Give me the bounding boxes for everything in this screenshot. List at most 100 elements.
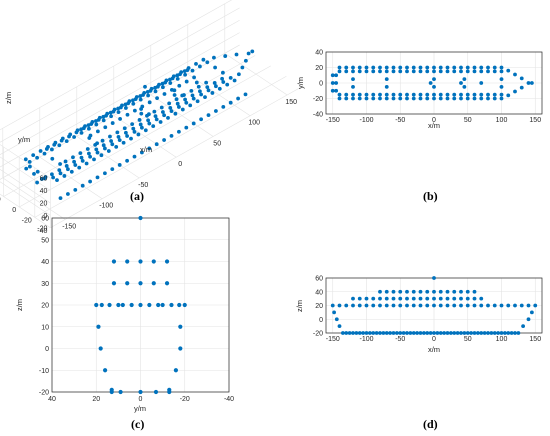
panel-d-point [384,289,389,294]
panel-a-point [145,113,149,118]
panel-c-point [151,281,156,286]
panel-a-point [182,93,186,97]
panel-a-point [32,171,36,176]
panel-d-point [455,331,460,335]
panel-a-point [117,138,122,143]
panel-a-point [93,142,98,147]
panel-a-point [110,167,115,172]
panel-c-point [167,389,172,395]
panel-b-point [452,96,457,101]
panel-a-point [131,101,136,106]
panel-a-point [125,112,130,117]
panel-a-point [138,94,143,98]
panel-d-point [351,296,355,301]
panel-a-point [138,97,143,102]
panel-a-point [162,113,167,118]
panel-b-x-tick: 100 [496,117,508,124]
panel-a-point [158,120,163,124]
panel-a-point [118,117,122,121]
panel-d-point [472,331,477,335]
panel-d-point [445,303,450,308]
panel-a-point [114,145,119,149]
panel-b-point [479,92,484,97]
panel-b-point [465,92,470,97]
panel-b-point [391,92,396,97]
panel-a-point [55,178,59,183]
panel-d-point [405,289,409,294]
panel-b-point [398,65,403,70]
panel-a-point [44,147,49,151]
panel-a-point [59,138,64,143]
panel-a-point [95,129,100,134]
panel-b-point [519,85,524,90]
panel-a-point [101,118,106,123]
panel-a-point [213,65,218,70]
panel-d-point [384,296,389,301]
panel-d-point [465,296,470,301]
panel-d-y-tick: 40 [315,289,323,296]
panel-b-point [330,73,335,78]
panel-d-x-axis-label: x/m [428,345,440,354]
panel-b-point [492,92,497,97]
panel-d-point [398,303,403,308]
panel-d-point [472,296,477,301]
panel-d-point [521,324,525,329]
panel-b-point [499,92,504,97]
panel-d-point [357,331,362,335]
panel-a-point [206,113,211,118]
panel-c-point [178,324,183,329]
panel-a-point [130,122,135,126]
panel-d-point [496,331,501,335]
panel-c-point [169,302,174,308]
panel-b-point [398,92,403,97]
panel-a-z-tick: -20 [37,225,47,232]
panel-c-x-axis-label: y/m [134,404,146,413]
panel-a-point [50,172,54,177]
panel-c-point [118,389,123,395]
panel-d-point [425,331,430,335]
panel-a-point [175,77,180,81]
panel-d-x-tick: 0 [432,336,436,343]
panel-d-point [432,296,436,301]
panel-b-point [479,96,484,101]
panel-a-point [103,171,107,176]
panel-b-x-tick: 0 [432,117,436,124]
panel-a-point [140,104,145,109]
panel-b-point [344,69,349,74]
panel-d-point [448,331,453,335]
panel-a-point [168,81,173,85]
panel-d-point [330,303,335,308]
panel-a-point [74,130,79,135]
panel-d-point [459,296,463,301]
panel-b-point [445,65,450,70]
panel-a-point [184,125,189,130]
panel-a-point [58,196,63,201]
panel-a-point [103,146,107,151]
panel-a-point [153,114,158,119]
panel-a-point [190,68,195,73]
panel-b-point [492,96,497,101]
panel-b-point [425,92,430,97]
panel-a-point [214,84,218,89]
panel-a-point [221,80,226,84]
panel-b-point [351,77,355,82]
panel-d-point [486,331,490,335]
panel-a-point [27,160,32,164]
panel-c-point [120,302,125,308]
panel-b-point [344,65,349,70]
panel-a-point [87,151,91,156]
panel-a-point [183,97,188,102]
panel-a-point [132,129,137,134]
panel-b-point [418,96,423,101]
panel-d-point [415,331,420,335]
panel-a-point [85,147,90,151]
panel-d-point [465,303,470,308]
panel-a-point [143,128,148,133]
panel-a-y-tick: 0 [12,207,16,214]
panel-a-point [169,109,174,113]
panel-a-x-tick: 100 [248,120,260,127]
panel-b-point [472,65,477,70]
panel-d-point [428,331,433,335]
panel-a-point [62,174,67,178]
